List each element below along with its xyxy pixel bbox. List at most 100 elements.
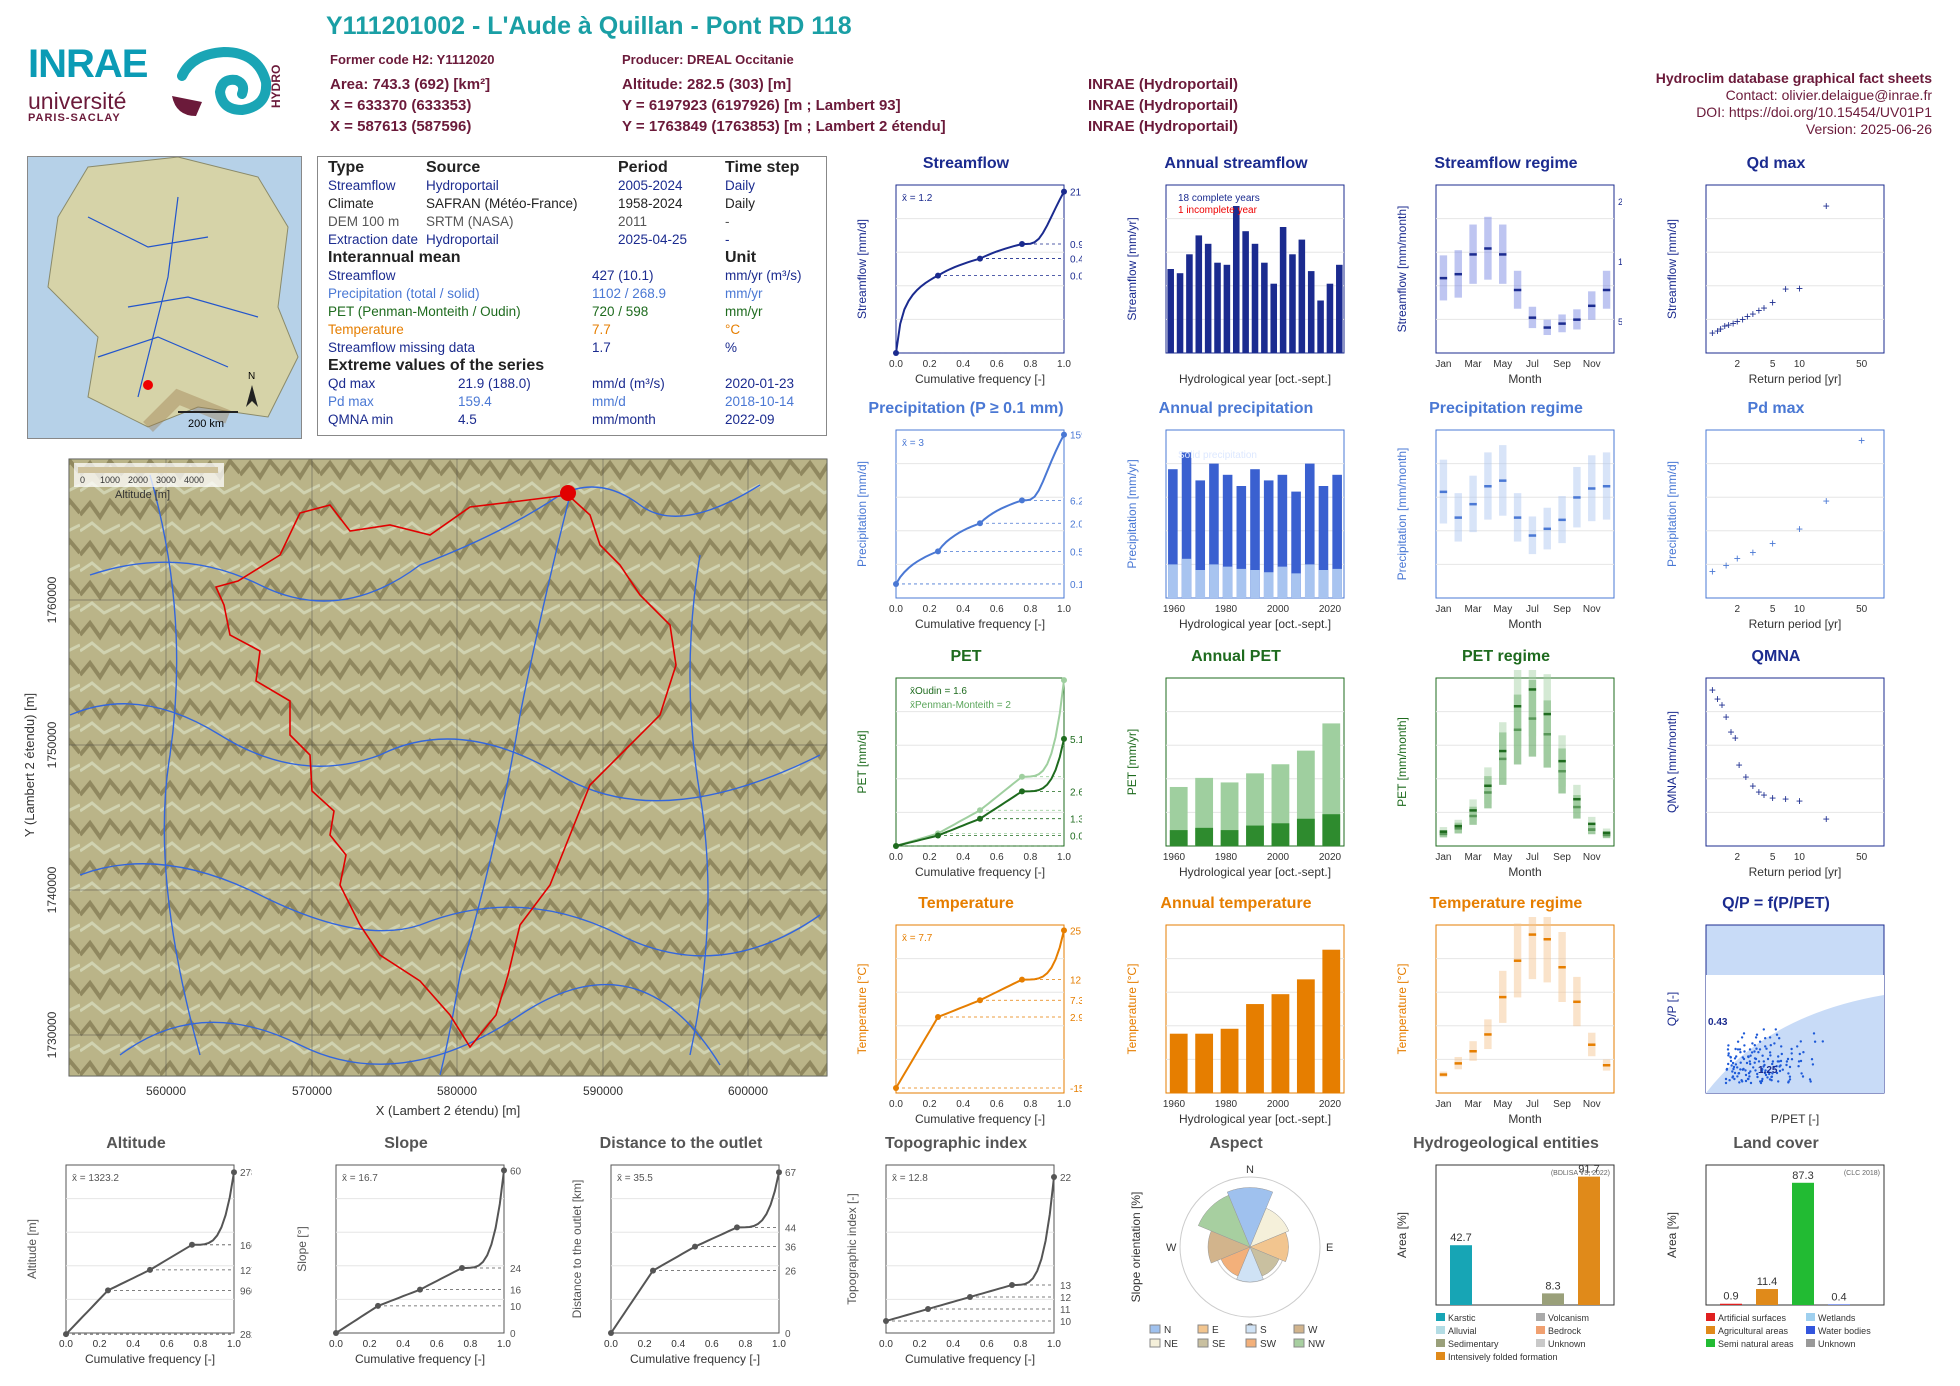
x-tick-label: 0.6: [980, 1339, 994, 1350]
data-point: [1785, 1060, 1789, 1063]
mean-value: 427 (10.1): [592, 268, 654, 283]
regime-mean: [1513, 705, 1522, 708]
year-tick: 2000: [1267, 604, 1290, 615]
legend-swatch: [1245, 1338, 1257, 1348]
regime-mean: [1484, 485, 1492, 488]
panel-title: Annual temperature: [1160, 895, 1312, 912]
x-axis-label: Hydrological year [oct.-sept.]: [1179, 865, 1331, 879]
data-point: [1788, 1065, 1792, 1069]
regime-box: [1528, 670, 1537, 737]
quantile-value: 0.4: [1070, 255, 1082, 266]
y-axis-label: Area [%]: [1665, 1212, 1679, 1258]
direction-label: N: [1246, 1164, 1254, 1176]
bar: [1336, 264, 1343, 353]
year-tick: 1960: [1163, 852, 1186, 863]
data-point: [1736, 1075, 1739, 1078]
mean-name: Streamflow: [328, 268, 396, 283]
panel-title: Pd max: [1747, 400, 1805, 417]
panel-title: Qd max: [1746, 155, 1806, 172]
h-source: Source: [426, 159, 481, 176]
x-lambert93: X = 633370 (633353): [330, 97, 472, 114]
data-point: [1744, 1069, 1747, 1072]
x-tick-label: 0.4: [126, 1339, 140, 1350]
row-period: 2005-2024: [618, 178, 683, 193]
ext-unit: mm/d (m³/s): [592, 376, 665, 391]
x-tick-label: 0.6: [990, 359, 1004, 370]
bar-value: 0.4: [1831, 1291, 1846, 1303]
mean-penman: x̄Penman-Monteith = 2: [910, 700, 1011, 711]
legend-swatch: [1536, 1339, 1545, 1347]
panel-annual-pet: Annual PET Hydrological year [oct.-sept.]…: [1120, 648, 1352, 894]
mean-name: PET (Penman-Monteith / Oudin): [328, 304, 521, 319]
point-y-label: 0.43: [1708, 1017, 1728, 1028]
panel-annual-precip: Annual precipitation Hydrological year [o…: [1120, 400, 1352, 646]
panel-title: Temperature: [918, 895, 1014, 912]
year-tick: 1980: [1215, 1099, 1238, 1110]
data-point: [1747, 1072, 1751, 1075]
source-note: (BDLISA V3, 2022): [1551, 1170, 1610, 1177]
doi-link[interactable]: DOI: https://doi.org/10.15454/UV01P1: [1696, 104, 1932, 120]
data-point: [1769, 1044, 1772, 1047]
mean-value: 7.7: [592, 322, 611, 337]
data-point: [1775, 1033, 1779, 1036]
mean-label: x̄ = 7.7: [902, 933, 933, 944]
bar: [1236, 568, 1247, 598]
secondary-axis-value: 11.31: [1618, 257, 1622, 267]
year-tick: 1960: [1163, 1099, 1186, 1110]
regime-mean: [1543, 712, 1551, 716]
y-axis-label: PET [mm/yr]: [1125, 729, 1139, 795]
data-point: [1778, 1069, 1782, 1073]
legend-swatch: [1436, 1313, 1445, 1321]
panel-temp-regime: Temperature regime Month Temperature [°C] J…: [1390, 895, 1622, 1141]
data-point: [1764, 1037, 1767, 1040]
data-point: [1742, 1032, 1746, 1035]
data-point: [1727, 1052, 1730, 1055]
chart-svg: Hydrological year [oct.-sept.] Streamflow…: [1125, 184, 1345, 386]
quantile-value: 0.1: [1070, 580, 1082, 591]
north-arrow-icon: [246, 385, 258, 407]
legend-swatch: [1806, 1326, 1815, 1334]
data-point: +: [1769, 537, 1776, 551]
year-tick: 1980: [1215, 604, 1238, 615]
data-point: [1736, 1048, 1740, 1051]
quantile-value: 25.6: [1070, 926, 1082, 937]
x-tick-label: 0.6: [990, 1099, 1004, 1110]
bar: [1176, 273, 1184, 353]
regime-mean: [1484, 247, 1492, 250]
regime-mean: [1558, 518, 1566, 522]
bar: [1304, 564, 1315, 598]
quantile-value: 22: [1060, 1173, 1072, 1184]
data-point: +: [1709, 326, 1716, 340]
row-type: Extraction date: [328, 232, 419, 247]
contact: Contact: olivier.delaigue@inrae.fr: [1725, 87, 1932, 103]
data-point: [1743, 1044, 1746, 1047]
quantile-value: 159.4: [1070, 431, 1082, 442]
y-axis-label: Streamflow [mm/d]: [855, 219, 869, 319]
bar: [1271, 994, 1290, 1093]
regime-mean: [1484, 1033, 1492, 1036]
panel-title: Altitude: [106, 1135, 166, 1152]
regime-mean: [1528, 688, 1537, 691]
quantile-point: [1061, 431, 1067, 438]
quantile-point: [1061, 927, 1067, 934]
row-step: -: [725, 232, 730, 247]
x-tick-label: 0.0: [329, 1339, 343, 1350]
regime-mean: [1439, 830, 1448, 833]
bar: [1296, 818, 1315, 846]
data-point: [1775, 1065, 1778, 1068]
bar: [1195, 480, 1206, 598]
data-point: [1749, 1062, 1752, 1066]
quantile-value: 0.5: [1070, 547, 1082, 558]
fact-sheet-info: Hydroclim database graphical fact sheets…: [1656, 70, 1932, 138]
data-point: [1724, 1081, 1728, 1085]
bar: [1261, 262, 1268, 353]
catchment-outline: [214, 494, 677, 1049]
ext-name: QMNA min: [328, 412, 394, 427]
legend-label: Intensively folded formation: [1448, 1352, 1558, 1362]
regime-mean: [1573, 318, 1581, 321]
x-tick-label: 0.4: [396, 1339, 410, 1350]
regime-mean: [1439, 832, 1448, 836]
data-point: [1813, 1040, 1817, 1043]
data-point: [1797, 1060, 1801, 1063]
bar: [1304, 463, 1315, 598]
